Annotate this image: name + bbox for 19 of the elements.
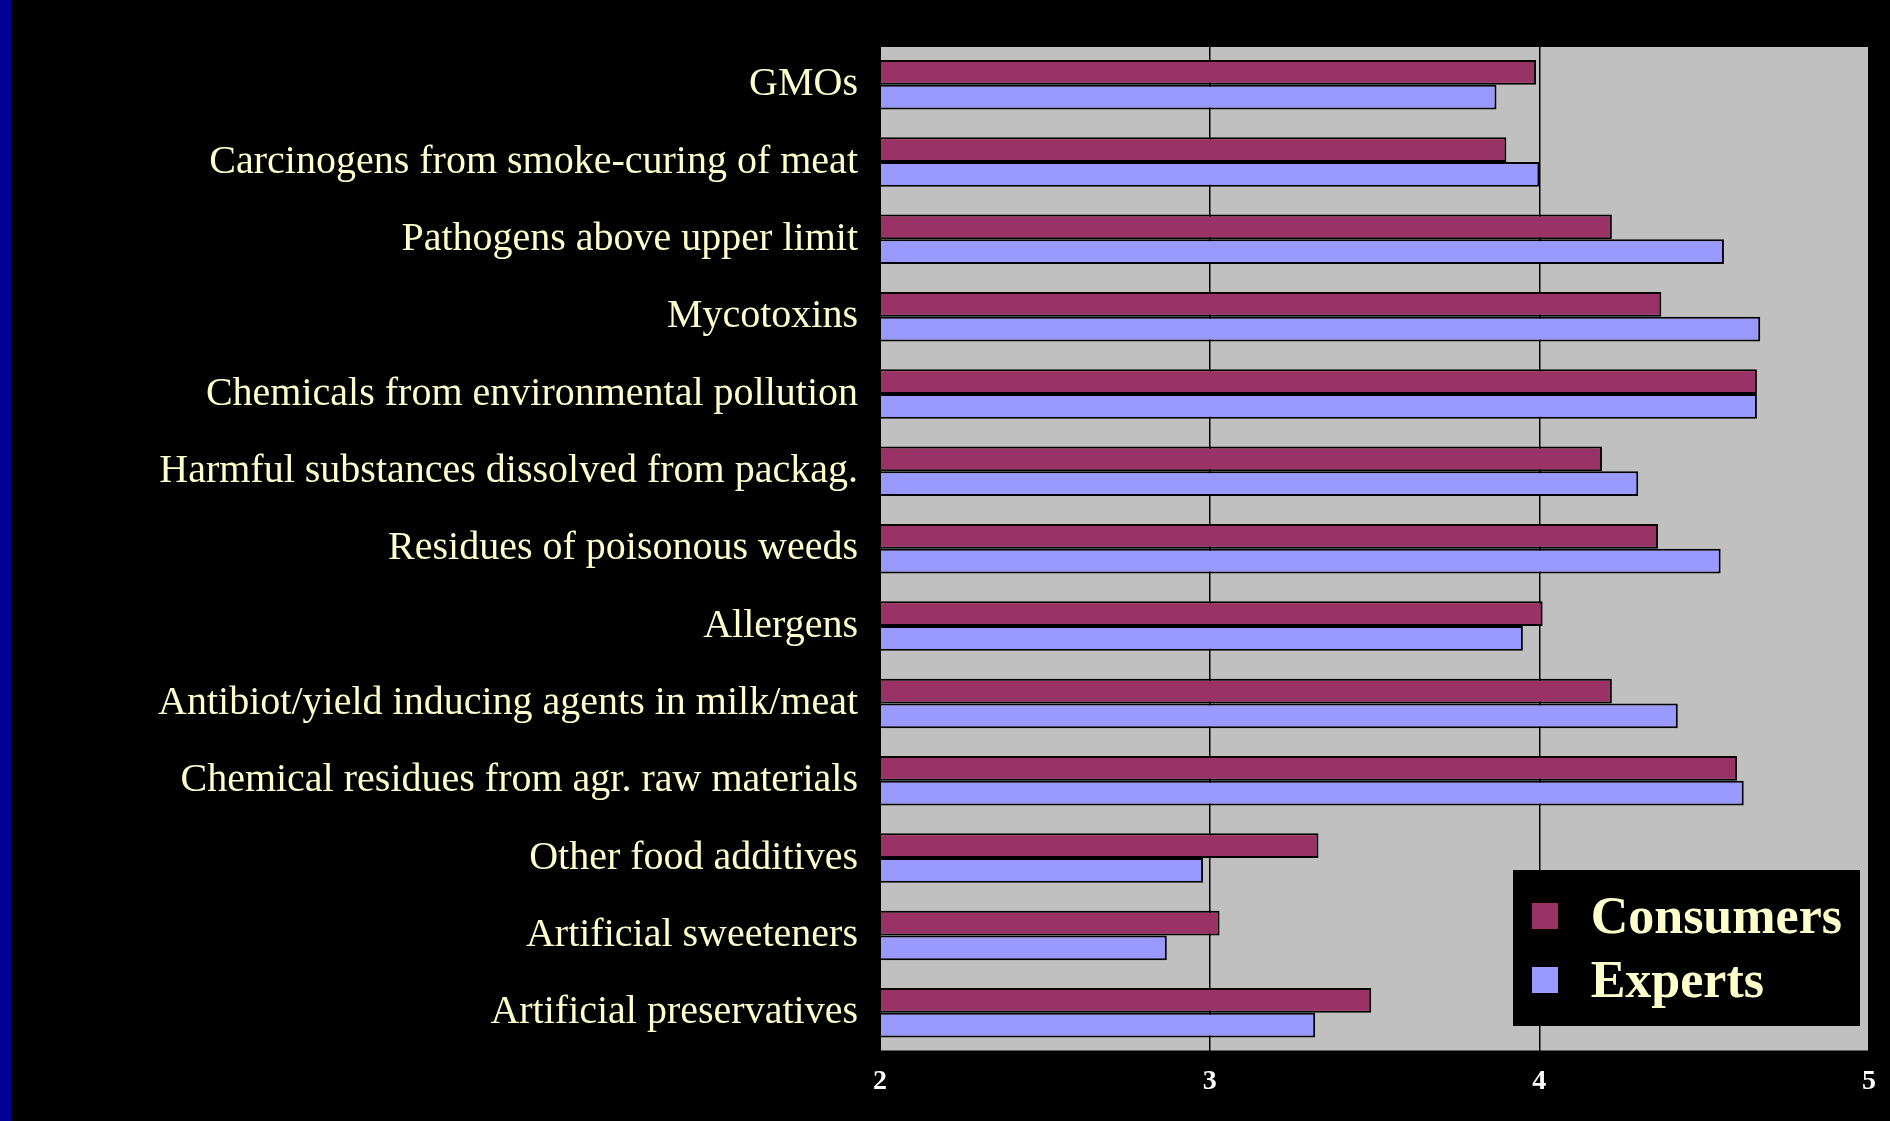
y-tick-label: Pathogens above upper limit [401, 213, 858, 259]
y-tick-label: Mycotoxins [666, 291, 858, 337]
y-tick-label: Chemicals from environmental pollution [205, 368, 858, 414]
x-tick-label: 4 [1532, 1064, 1547, 1096]
x-tick-label: 2 [873, 1064, 887, 1096]
x-tick-label: 5 [1862, 1064, 1876, 1096]
y-tick-label: Residues of poisonous weeds [388, 523, 858, 569]
y-tick-label: Allergens [703, 600, 858, 646]
x-tick-label: 3 [1202, 1064, 1217, 1096]
y-tick-label: Antibiot/yield inducing agents in milk/meat [158, 677, 858, 723]
y-tick-label: Artificial preservatives [490, 987, 858, 1033]
y-tick-label: Chemical residues from agr. raw materials [180, 755, 858, 801]
legend-label: Consumers [1590, 886, 1842, 946]
legend-label: Experts [1590, 950, 1764, 1010]
y-tick-label: Other food additives [529, 832, 858, 878]
y-tick-label: GMOs [749, 59, 858, 105]
y-tick-label: Artificial sweeteners [525, 909, 858, 955]
y-tick-label: Carcinogens from smoke-curing of meat [209, 136, 858, 182]
y-tick-label: Harmful substances dissolved from packag. [159, 445, 858, 491]
